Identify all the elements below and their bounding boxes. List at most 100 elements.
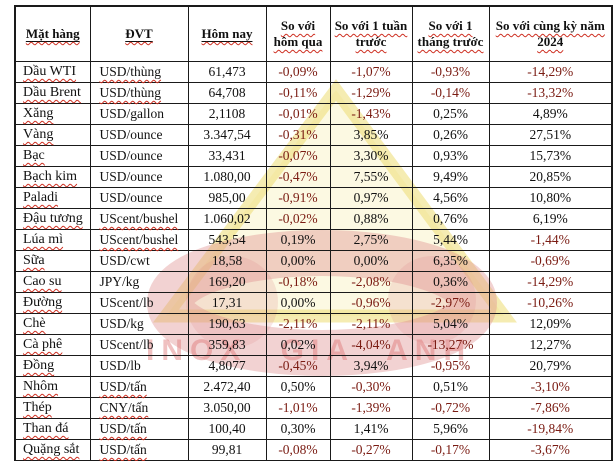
today-value-cell: 61,473	[187, 61, 267, 83]
table-body: Dầu WTI USD/thùng 61,473 -0,09% -1,07% -0,93%…	[14, 61, 613, 461]
table-row: Cao su JPY/kg 169,20 -0,18% -2,08% 0,36% -14,2…	[14, 271, 613, 293]
unit-cell: UScent/lb	[89, 292, 189, 314]
unit-cell: USD/tấn	[89, 376, 189, 398]
vs-2024-cell: 6,19%	[488, 208, 613, 230]
vs-yesterday-cell: -0,31%	[265, 124, 331, 146]
vs-1-month-cell: -0,14%	[411, 82, 490, 104]
today-value-cell: 2,1108	[187, 103, 267, 125]
unit-cell: USD/ounce	[89, 187, 189, 209]
vs-2024-cell: 12,27%	[488, 334, 613, 356]
commodity-name-cell: Cà phê	[14, 334, 91, 356]
unit-cell: UScent/lb	[89, 334, 189, 356]
today-value-cell: 543,54	[187, 229, 267, 251]
vs-1-week-cell: 3,85%	[329, 124, 413, 146]
table-row: Nhôm USD/tấn 2.472,40 0,50% -0,30% 0,51% -3,10…	[14, 376, 613, 398]
vs-yesterday-cell: -0,08%	[265, 439, 331, 461]
vs-1-week-cell: -1,39%	[329, 397, 413, 419]
vs-1-week-cell: -0,30%	[329, 376, 413, 398]
vs-1-month-cell: -13,27%	[411, 334, 490, 356]
unit-cell: USD/ounce	[89, 166, 189, 188]
unit-cell: USD/thùng	[89, 82, 189, 104]
commodity-name-cell: Bạch kim	[14, 166, 91, 188]
today-value-cell: 169,20	[187, 271, 267, 293]
table-row: Lúa mì UScent/bushel 543,54 0,19% 2,75% 5,44%…	[14, 229, 613, 251]
vs-1-week-cell: -1,29%	[329, 82, 413, 104]
vs-yesterday-cell: 0,30%	[265, 418, 331, 440]
vs-2024-cell: 20,79%	[488, 355, 613, 377]
header-vs-1-week: So với 1 tuần trước	[329, 5, 413, 62]
table-row: Xăng USD/gallon 2,1108 -0,01% -1,43% 0,25% 4,8…	[14, 103, 613, 125]
vs-2024-cell: -14,29%	[488, 61, 613, 83]
commodity-name-cell: Bạc	[14, 145, 91, 167]
unit-cell: USD/tấn	[89, 439, 189, 461]
vs-1-month-cell: 0,26%	[411, 124, 490, 146]
header-label: So với hôm qua	[273, 17, 323, 49]
commodity-name-cell: Chè	[14, 313, 91, 335]
vs-2024-cell: -10,26%	[488, 292, 613, 314]
today-value-cell: 17,31	[187, 292, 267, 314]
header-label: Hôm nay	[201, 25, 253, 41]
vs-1-month-cell: 9,49%	[411, 166, 490, 188]
vs-1-month-cell: -0,17%	[411, 439, 490, 461]
vs-1-week-cell: 0,88%	[329, 208, 413, 230]
vs-2024-cell: -3,67%	[488, 439, 613, 461]
commodity-name-cell: Vàng	[14, 124, 91, 146]
table-row: Cà phê UScent/lb 359,83 0,02% -4,04% -13,27% 1…	[14, 334, 613, 356]
header-label: Mặt hàng	[25, 25, 80, 41]
table-row: Than đá USD/tấn 100,40 0,30% 1,41% 5,96% -19,8…	[14, 418, 613, 440]
vs-2024-cell: 20,85%	[488, 166, 613, 188]
today-value-cell: 3.347,54	[187, 124, 267, 146]
vs-1-week-cell: 7,55%	[329, 166, 413, 188]
vs-yesterday-cell: 0,00%	[265, 250, 331, 272]
vs-1-month-cell: 6,35%	[411, 250, 490, 272]
header-label: So với 1 tháng trước	[417, 17, 484, 49]
today-value-cell: 359,83	[187, 334, 267, 356]
vs-1-week-cell: 3,30%	[329, 145, 413, 167]
header-unit: ĐVT	[89, 5, 189, 62]
header-commodity: Mặt hàng	[14, 5, 91, 62]
vs-1-month-cell: 0,93%	[411, 145, 490, 167]
unit-cell: USD/ounce	[89, 124, 189, 146]
header-label: ĐVT	[125, 25, 153, 41]
vs-1-month-cell: -2,97%	[411, 292, 490, 314]
vs-yesterday-cell: 0,50%	[265, 376, 331, 398]
unit-cell: JPY/kg	[89, 271, 189, 293]
unit-cell: UScent/bushel	[89, 229, 189, 251]
vs-1-month-cell: 4,56%	[411, 187, 490, 209]
today-value-cell: 2.472,40	[187, 376, 267, 398]
vs-2024-cell: -3,10%	[488, 376, 613, 398]
vs-1-month-cell: 5,96%	[411, 418, 490, 440]
today-value-cell: 33,431	[187, 145, 267, 167]
table-header-row: Mặt hàng ĐVT Hôm nay So với hôm qua So v…	[14, 5, 613, 62]
vs-yesterday-cell: -0,07%	[265, 145, 331, 167]
commodity-price-table: Mặt hàng ĐVT Hôm nay So với hôm qua So v…	[14, 5, 613, 461]
vs-1-month-cell: -0,93%	[411, 61, 490, 83]
vs-2024-cell: -19,84%	[488, 418, 613, 440]
vs-yesterday-cell: -0,01%	[265, 103, 331, 125]
today-value-cell: 1.080,00	[187, 166, 267, 188]
table-row: Sữa USD/cwt 18,58 0,00% 0,00% 6,35% -0,69%	[14, 250, 613, 272]
table-row: Bạc USD/ounce 33,431 -0,07% 3,30% 0,93% 15,73%	[14, 145, 613, 167]
unit-cell: USD/gallon	[89, 103, 189, 125]
vs-1-week-cell: -2,08%	[329, 271, 413, 293]
unit-cell: USD/ounce	[89, 145, 189, 167]
unit-cell: USD/tấn	[89, 418, 189, 440]
today-value-cell: 99,81	[187, 439, 267, 461]
vs-yesterday-cell: -0,91%	[265, 187, 331, 209]
vs-yesterday-cell: -1,01%	[265, 397, 331, 419]
header-today: Hôm nay	[187, 5, 267, 62]
vs-2024-cell: 15,73%	[488, 145, 613, 167]
commodity-name-cell: Than đá	[14, 418, 91, 440]
vs-yesterday-cell: -0,09%	[265, 61, 331, 83]
commodity-name-cell: Cao su	[14, 271, 91, 293]
table-row: Quặng sắt USD/tấn 99,81 -0,08% -0,27% -0,17% -…	[14, 439, 613, 461]
table-row: Vàng USD/ounce 3.347,54 -0,31% 3,85% 0,26% 27,…	[14, 124, 613, 146]
vs-1-week-cell: 0,00%	[329, 250, 413, 272]
commodity-name-cell: Đồng	[14, 355, 91, 377]
table-row: Dầu Brent USD/thùng 64,708 -0,11% -1,29% -0,1…	[14, 82, 613, 104]
header-vs-yesterday: So với hôm qua	[265, 5, 331, 62]
vs-1-week-cell: 3,94%	[329, 355, 413, 377]
header-label: So với cùng kỳ năm 2024	[495, 17, 605, 49]
header-label: So với 1 tuần trước	[334, 17, 408, 49]
